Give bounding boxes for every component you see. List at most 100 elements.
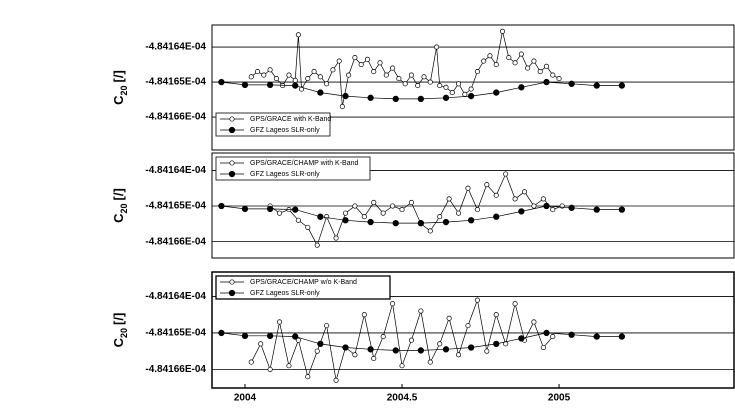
data-point [241,205,249,213]
data-point [427,359,433,365]
legend-marker [229,116,235,122]
data-point [399,363,405,369]
data-point [568,204,575,211]
data-point [311,69,317,75]
data-point [266,332,274,339]
y-tick-label: -4.84166E-04 [145,364,206,375]
data-point [364,56,371,62]
data-point [371,69,377,75]
data-point [417,219,425,227]
data-point [437,214,443,220]
data-point [467,217,475,224]
data-point [468,86,474,92]
data-point [443,84,449,90]
data-point [377,60,383,66]
data-point [352,55,358,61]
data-point [392,95,399,103]
data-point [499,28,506,34]
data-point [456,81,462,87]
data-point [317,213,324,220]
legend-box [215,112,331,137]
legend-label: GPS/GRACE/CHAMP w/o K-Band [250,279,357,286]
data-point [427,228,433,234]
data-point [484,182,490,188]
y-tick-label: -4.84164E-04 [145,42,206,53]
data-point [512,301,518,307]
data-point [218,78,225,86]
data-point [521,189,528,195]
x-tick-label: 2005 [548,393,571,404]
data-point [543,63,550,69]
data-point [408,199,414,206]
data-point [392,347,399,354]
plot-frame [211,271,735,389]
legend-marker [228,170,236,178]
data-point [218,329,225,337]
data-point [218,202,225,210]
data-point [518,84,525,91]
legend-box [215,275,391,300]
y-label-base: C [111,337,126,347]
data-point [417,347,425,354]
panel: -4.84164E-04 -4.84165E-04 -4.84166E-04 C20 [… [111,152,735,259]
data-point [446,315,452,321]
data-point [295,217,301,223]
data-point [518,51,524,57]
data-point [367,218,374,226]
legend-label: GFZ Lageos SLR-only [250,127,320,134]
y-tick-label: -4.84164E-04 [145,165,206,176]
series-line [251,31,560,107]
data-point [456,210,462,216]
data-point [537,69,543,75]
data-point [273,76,279,82]
data-point [484,348,490,354]
data-point [305,374,311,380]
data-point [266,205,274,213]
data-point [467,92,475,100]
data-point [434,44,440,50]
data-point [543,329,550,337]
legend-marker [228,289,236,297]
data-point [449,90,455,96]
legend-marker [229,160,235,166]
data-point [286,72,292,78]
data-point [361,312,367,318]
data-point [506,55,512,61]
data-point [295,337,301,343]
legend: GPS/GRACE/CHAMP w/o K-Band GFZ Lageos SLR… [215,275,391,300]
x-tick-label: 2004 [234,393,257,404]
data-point [512,60,518,66]
data-point [254,69,261,75]
data-point [531,203,537,209]
data-point [493,340,500,348]
legend-label: GPS/GRACE with K-Band [250,116,331,123]
data-point [241,81,249,89]
y-label-unit: [/] [111,313,126,325]
data-point [437,83,443,89]
data-point [467,344,475,351]
data-point [481,58,487,64]
data-point [456,352,462,358]
data-point [442,218,450,226]
data-point [618,82,626,89]
data-point [493,213,500,220]
data-point [267,366,273,372]
data-point [474,297,480,303]
legend-box [215,156,371,181]
data-point [474,69,480,75]
data-point [417,95,425,103]
data-point [371,199,377,206]
plot-frame [211,24,735,151]
panel: -4.84164E-04 -4.84165E-04 -4.84166E-04 2004… [111,271,735,404]
data-point [421,74,427,80]
data-point [339,104,345,110]
data-point [305,76,311,82]
y-tick-label: -4.84166E-04 [145,236,206,247]
data-point [342,217,349,224]
data-point [317,89,324,96]
y-label-base: C [111,95,126,105]
data-point [493,89,500,96]
x-tick-label: 2004.5 [387,393,418,404]
data-point [550,334,556,340]
